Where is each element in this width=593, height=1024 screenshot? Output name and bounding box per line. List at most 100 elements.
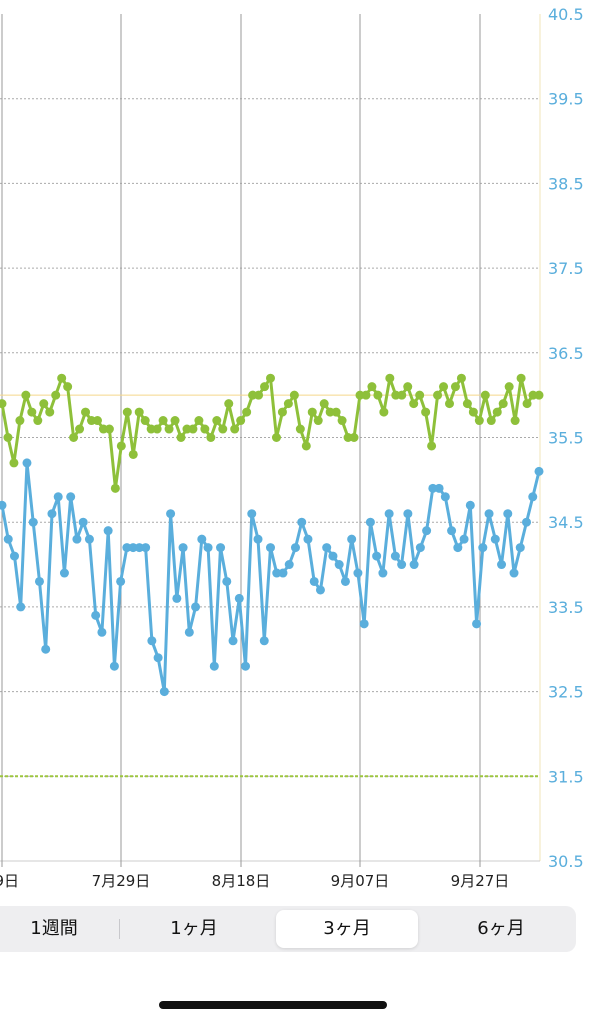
period-tab-label: 6ヶ月 [477,918,525,939]
data-point [176,433,186,442]
data-point [492,407,502,417]
data-point [313,416,323,426]
data-point [104,424,114,434]
data-point [9,458,19,468]
data-point [522,517,532,527]
data-point [39,399,49,409]
data-point [378,568,388,578]
data-point [433,390,443,400]
y-tick-label: 32.5 [548,683,584,702]
x-tick-label: 8月18日 [212,872,271,890]
data-point [158,416,168,426]
data-point [397,560,407,570]
data-point [510,416,520,426]
data-point [459,534,469,544]
data-point [191,602,201,612]
data-point [81,407,91,417]
data-point [379,407,389,417]
y-tick-label: 39.5 [548,90,584,109]
period-tab-1month[interactable]: 1ヶ月 [134,906,254,952]
x-tick-label: 7月29日 [92,872,151,890]
data-point [116,441,126,451]
data-point [456,373,466,383]
temperature-chart: 40.5 39.5 38.5 37.5 36.5 35.5 34.5 33.5 32.5 31.5… [0,5,584,890]
data-point [47,509,57,519]
data-point [228,636,238,646]
x-tick-label: 9月07日 [331,872,390,890]
data-point [290,543,300,553]
period-tab-6months[interactable]: 6ヶ月 [430,906,572,952]
data-point [3,534,13,544]
data-point [295,424,305,434]
data-point [522,399,532,409]
data-point [254,390,264,400]
y-tick-label: 31.5 [548,767,584,786]
data-point [122,407,132,417]
data-point [484,509,494,519]
data-point [266,543,275,553]
y-tick-label: 33.5 [548,598,584,617]
data-point [16,602,26,612]
data-point [301,441,311,451]
data-point [271,433,281,442]
data-point [92,416,102,426]
data-point [21,390,31,400]
data-point [385,373,395,383]
data-point [51,390,61,400]
period-divider [119,919,120,939]
period-tab-label: 1週間 [30,918,78,939]
data-point [170,416,180,426]
data-point [178,543,188,553]
data-point [331,407,341,417]
data-point [439,382,449,392]
data-point [453,543,463,553]
data-point [200,424,210,434]
data-point [390,551,400,561]
y-tick-label: 38.5 [548,174,584,193]
data-point [128,449,138,459]
data-point [277,407,287,417]
data-point [515,543,525,553]
data-point [478,543,488,553]
period-tab-label: 3ヶ月 [323,918,371,939]
data-point [184,627,194,637]
data-point [415,543,425,553]
period-tab-3months[interactable]: 3ヶ月 [276,910,418,948]
data-point [409,399,419,409]
data-point [69,433,79,442]
data-point [45,407,55,417]
y-tick-label: 40.5 [548,5,584,24]
home-indicator [159,1001,387,1009]
data-point [498,399,508,409]
data-point [122,543,132,553]
data-point [397,390,407,400]
data-point [159,687,169,697]
y-tick-label: 30.5 [548,852,584,871]
data-point [315,585,325,595]
data-point [440,492,450,502]
data-point [9,551,19,561]
data-point [490,534,500,544]
data-point [474,416,484,426]
data-point [361,390,371,400]
data-point [260,382,270,392]
data-point [63,382,73,392]
period-tab-1week[interactable]: 1週間 [0,906,108,952]
data-point [194,416,204,426]
data-point [53,492,63,502]
data-point [486,416,496,426]
data-point [216,543,226,553]
data-point [218,424,228,434]
data-point [353,568,363,578]
data-point [403,509,413,519]
data-point [147,636,157,646]
data-point [497,560,507,570]
data-point [509,568,519,578]
data-point [337,416,347,426]
data-point [307,407,317,417]
data-point [128,543,138,553]
data-point [365,517,375,527]
y-tick-label: 34.5 [548,513,584,532]
data-point [272,568,282,578]
period-selector: 1週間 1ヶ月 3ヶ月 6ヶ月 [0,906,576,952]
